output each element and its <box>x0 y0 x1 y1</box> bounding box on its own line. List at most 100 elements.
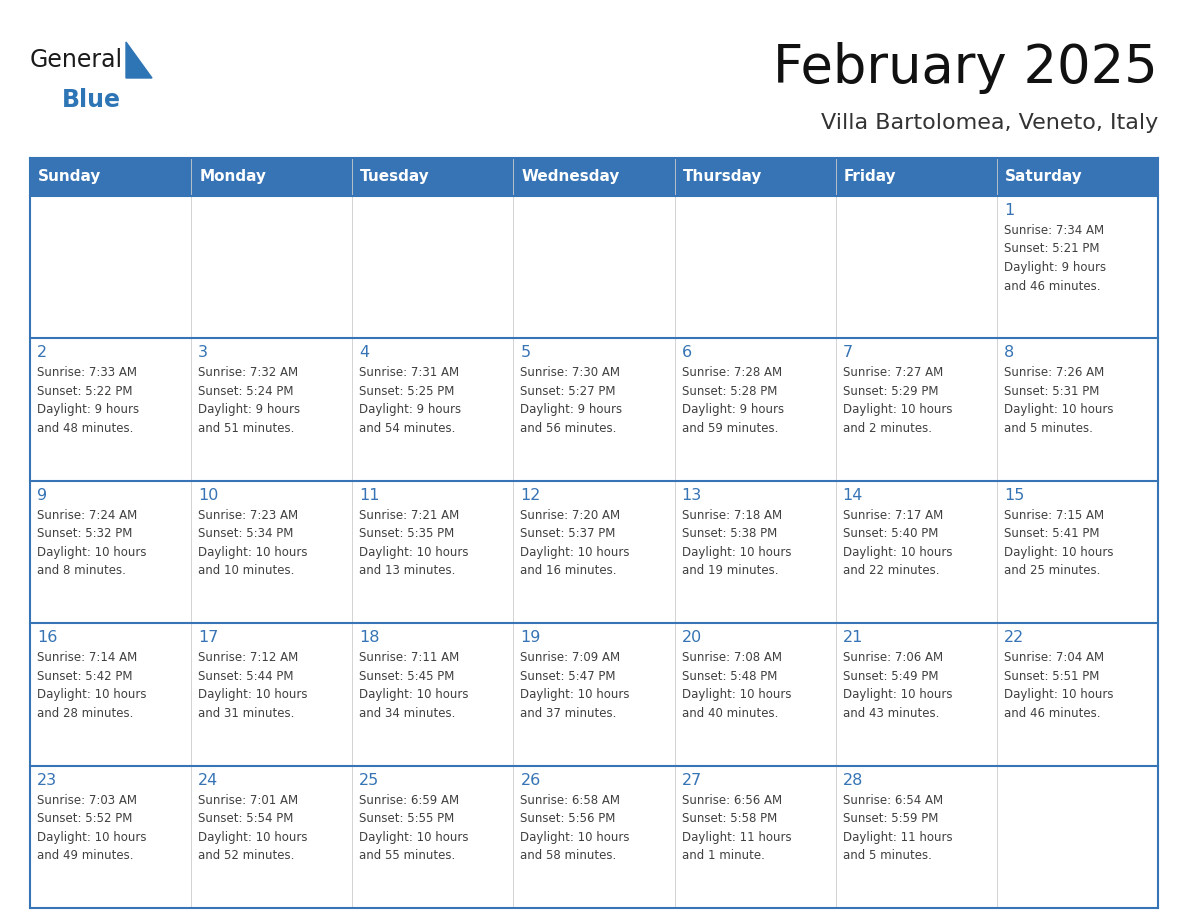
Text: Sunrise: 7:14 AM
Sunset: 5:42 PM
Daylight: 10 hours
and 28 minutes.: Sunrise: 7:14 AM Sunset: 5:42 PM Dayligh… <box>37 651 146 720</box>
Text: Thursday: Thursday <box>683 170 762 185</box>
Text: Sunrise: 7:06 AM
Sunset: 5:49 PM
Daylight: 10 hours
and 43 minutes.: Sunrise: 7:06 AM Sunset: 5:49 PM Dayligh… <box>842 651 953 720</box>
Text: 28: 28 <box>842 773 864 788</box>
Bar <box>835 766 997 908</box>
Text: 20: 20 <box>682 630 702 645</box>
Text: Sunrise: 7:21 AM
Sunset: 5:35 PM
Daylight: 10 hours
and 13 minutes.: Sunrise: 7:21 AM Sunset: 5:35 PM Dayligh… <box>359 509 469 577</box>
Text: 26: 26 <box>520 773 541 788</box>
Text: Sunrise: 7:15 AM
Sunset: 5:41 PM
Daylight: 10 hours
and 25 minutes.: Sunrise: 7:15 AM Sunset: 5:41 PM Dayligh… <box>1004 509 1113 577</box>
Bar <box>191 196 353 339</box>
Text: Sunrise: 7:17 AM
Sunset: 5:40 PM
Daylight: 10 hours
and 22 minutes.: Sunrise: 7:17 AM Sunset: 5:40 PM Dayligh… <box>842 509 953 577</box>
Text: Sunrise: 7:01 AM
Sunset: 5:54 PM
Daylight: 10 hours
and 52 minutes.: Sunrise: 7:01 AM Sunset: 5:54 PM Dayligh… <box>198 793 308 862</box>
Text: 11: 11 <box>359 487 380 503</box>
Bar <box>513 623 675 766</box>
Text: 7: 7 <box>842 345 853 361</box>
Text: Friday: Friday <box>843 170 896 185</box>
Text: Sunrise: 7:20 AM
Sunset: 5:37 PM
Daylight: 10 hours
and 16 minutes.: Sunrise: 7:20 AM Sunset: 5:37 PM Dayligh… <box>520 509 630 577</box>
Bar <box>30 158 191 196</box>
Text: Sunrise: 7:31 AM
Sunset: 5:25 PM
Daylight: 9 hours
and 54 minutes.: Sunrise: 7:31 AM Sunset: 5:25 PM Dayligh… <box>359 366 461 435</box>
Text: Monday: Monday <box>200 170 266 185</box>
Text: February 2025: February 2025 <box>773 42 1158 94</box>
Text: Sunrise: 7:32 AM
Sunset: 5:24 PM
Daylight: 9 hours
and 51 minutes.: Sunrise: 7:32 AM Sunset: 5:24 PM Dayligh… <box>198 366 301 435</box>
Bar <box>997 158 1158 196</box>
Text: Sunrise: 7:12 AM
Sunset: 5:44 PM
Daylight: 10 hours
and 31 minutes.: Sunrise: 7:12 AM Sunset: 5:44 PM Dayligh… <box>198 651 308 720</box>
Text: 14: 14 <box>842 487 864 503</box>
Text: 23: 23 <box>37 773 57 788</box>
Text: Blue: Blue <box>62 88 121 112</box>
Text: General: General <box>30 48 124 72</box>
Text: 22: 22 <box>1004 630 1024 645</box>
Text: 4: 4 <box>359 345 369 361</box>
Text: Sunrise: 7:30 AM
Sunset: 5:27 PM
Daylight: 9 hours
and 56 minutes.: Sunrise: 7:30 AM Sunset: 5:27 PM Dayligh… <box>520 366 623 435</box>
Bar <box>191 481 353 623</box>
Bar <box>353 623 513 766</box>
Text: 1: 1 <box>1004 203 1015 218</box>
Text: Sunrise: 6:59 AM
Sunset: 5:55 PM
Daylight: 10 hours
and 55 minutes.: Sunrise: 6:59 AM Sunset: 5:55 PM Dayligh… <box>359 793 469 862</box>
Text: 25: 25 <box>359 773 379 788</box>
Text: Tuesday: Tuesday <box>360 170 430 185</box>
Bar <box>30 196 191 339</box>
Text: Sunrise: 7:33 AM
Sunset: 5:22 PM
Daylight: 9 hours
and 48 minutes.: Sunrise: 7:33 AM Sunset: 5:22 PM Dayligh… <box>37 366 139 435</box>
Text: 24: 24 <box>198 773 219 788</box>
Text: 5: 5 <box>520 345 531 361</box>
Text: Wednesday: Wednesday <box>522 170 620 185</box>
Text: 16: 16 <box>37 630 57 645</box>
Bar <box>675 481 835 623</box>
Bar <box>997 339 1158 481</box>
Text: Sunrise: 6:58 AM
Sunset: 5:56 PM
Daylight: 10 hours
and 58 minutes.: Sunrise: 6:58 AM Sunset: 5:56 PM Dayligh… <box>520 793 630 862</box>
Text: 15: 15 <box>1004 487 1024 503</box>
Bar <box>997 196 1158 339</box>
Bar <box>997 623 1158 766</box>
Text: 21: 21 <box>842 630 864 645</box>
Text: 27: 27 <box>682 773 702 788</box>
Bar <box>675 196 835 339</box>
Bar <box>835 481 997 623</box>
Bar <box>30 339 191 481</box>
Text: Sunrise: 7:24 AM
Sunset: 5:32 PM
Daylight: 10 hours
and 8 minutes.: Sunrise: 7:24 AM Sunset: 5:32 PM Dayligh… <box>37 509 146 577</box>
Bar <box>997 481 1158 623</box>
Bar <box>191 158 353 196</box>
Polygon shape <box>126 42 152 78</box>
Text: Sunrise: 7:09 AM
Sunset: 5:47 PM
Daylight: 10 hours
and 37 minutes.: Sunrise: 7:09 AM Sunset: 5:47 PM Dayligh… <box>520 651 630 720</box>
Bar <box>353 481 513 623</box>
Bar <box>353 339 513 481</box>
Text: Sunrise: 7:27 AM
Sunset: 5:29 PM
Daylight: 10 hours
and 2 minutes.: Sunrise: 7:27 AM Sunset: 5:29 PM Dayligh… <box>842 366 953 435</box>
Text: 12: 12 <box>520 487 541 503</box>
Bar <box>835 339 997 481</box>
Text: 6: 6 <box>682 345 691 361</box>
Bar <box>513 196 675 339</box>
Bar <box>30 481 191 623</box>
Text: 2: 2 <box>37 345 48 361</box>
Bar <box>30 623 191 766</box>
Bar <box>353 766 513 908</box>
Bar <box>30 766 191 908</box>
Bar <box>513 158 675 196</box>
Bar <box>835 196 997 339</box>
Text: Sunrise: 7:18 AM
Sunset: 5:38 PM
Daylight: 10 hours
and 19 minutes.: Sunrise: 7:18 AM Sunset: 5:38 PM Dayligh… <box>682 509 791 577</box>
Bar <box>675 766 835 908</box>
Text: 17: 17 <box>198 630 219 645</box>
Text: Sunrise: 7:04 AM
Sunset: 5:51 PM
Daylight: 10 hours
and 46 minutes.: Sunrise: 7:04 AM Sunset: 5:51 PM Dayligh… <box>1004 651 1113 720</box>
Bar <box>835 623 997 766</box>
Text: Sunrise: 7:08 AM
Sunset: 5:48 PM
Daylight: 10 hours
and 40 minutes.: Sunrise: 7:08 AM Sunset: 5:48 PM Dayligh… <box>682 651 791 720</box>
Text: Sunrise: 7:34 AM
Sunset: 5:21 PM
Daylight: 9 hours
and 46 minutes.: Sunrise: 7:34 AM Sunset: 5:21 PM Dayligh… <box>1004 224 1106 293</box>
Text: Sunrise: 7:28 AM
Sunset: 5:28 PM
Daylight: 9 hours
and 59 minutes.: Sunrise: 7:28 AM Sunset: 5:28 PM Dayligh… <box>682 366 784 435</box>
Text: Sunrise: 7:11 AM
Sunset: 5:45 PM
Daylight: 10 hours
and 34 minutes.: Sunrise: 7:11 AM Sunset: 5:45 PM Dayligh… <box>359 651 469 720</box>
Bar <box>353 196 513 339</box>
Bar <box>675 158 835 196</box>
Bar <box>191 339 353 481</box>
Bar <box>353 158 513 196</box>
Bar <box>191 623 353 766</box>
Text: 3: 3 <box>198 345 208 361</box>
Bar <box>675 623 835 766</box>
Bar <box>513 766 675 908</box>
Text: Sunrise: 7:03 AM
Sunset: 5:52 PM
Daylight: 10 hours
and 49 minutes.: Sunrise: 7:03 AM Sunset: 5:52 PM Dayligh… <box>37 793 146 862</box>
Text: Sunrise: 6:54 AM
Sunset: 5:59 PM
Daylight: 11 hours
and 5 minutes.: Sunrise: 6:54 AM Sunset: 5:59 PM Dayligh… <box>842 793 953 862</box>
Text: Sunday: Sunday <box>38 170 101 185</box>
Bar <box>675 339 835 481</box>
Bar <box>513 481 675 623</box>
Text: 13: 13 <box>682 487 702 503</box>
Bar <box>513 339 675 481</box>
Text: 9: 9 <box>37 487 48 503</box>
Bar <box>191 766 353 908</box>
Text: Sunrise: 7:23 AM
Sunset: 5:34 PM
Daylight: 10 hours
and 10 minutes.: Sunrise: 7:23 AM Sunset: 5:34 PM Dayligh… <box>198 509 308 577</box>
